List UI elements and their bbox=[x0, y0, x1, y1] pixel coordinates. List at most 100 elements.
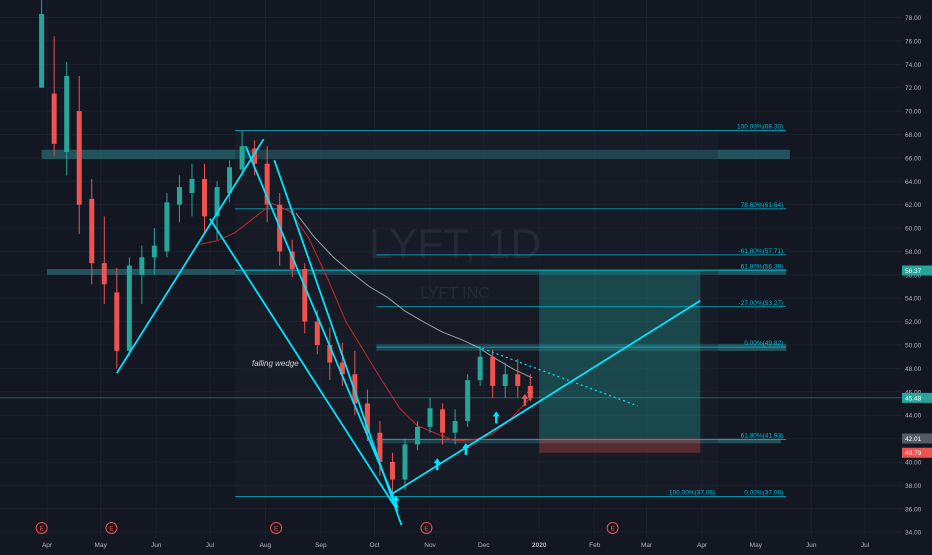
earnings-icon bbox=[105, 522, 118, 534]
candle-body bbox=[415, 426, 421, 445]
fib-label: 61.80%(41.93) bbox=[741, 432, 784, 439]
time-tick-label: May bbox=[95, 542, 108, 549]
price-tick-label: 70.00 bbox=[905, 109, 922, 116]
candle-body bbox=[502, 374, 508, 386]
earnings-icon bbox=[35, 522, 48, 534]
up-arrow-icon bbox=[433, 458, 441, 471]
falling-wedge-label: falling wedge bbox=[252, 359, 299, 368]
time-tick-label: Nov bbox=[424, 542, 436, 549]
earnings-label: E bbox=[424, 526, 429, 533]
price-tick-label: 62.00 bbox=[905, 202, 922, 209]
price-badge[interactable] bbox=[902, 265, 932, 276]
candle-body bbox=[76, 111, 82, 205]
earnings-label: E bbox=[610, 526, 615, 533]
candle-body bbox=[465, 380, 471, 422]
price-tick-label: 64.00 bbox=[905, 179, 922, 186]
candle-body bbox=[114, 292, 120, 351]
time-tick-label: Oct bbox=[369, 542, 379, 549]
time-tick-label: Sep bbox=[315, 542, 327, 549]
time-axis[interactable]: Apr May Jun Jul Aug Sep Oct Nov Dec 2020 Feb Mar Apr… bbox=[0, 538, 932, 550]
price-badge-label: 42.01 bbox=[905, 436, 922, 443]
price-tick-label: 60.00 bbox=[905, 226, 922, 233]
target-zone[interactable] bbox=[539, 270, 701, 439]
candle-body bbox=[490, 356, 496, 386]
fib-levels[interactable]: 100.00%(68.33) 78.60%(61.64) -61.80%(57.71… bbox=[234, 124, 787, 497]
candle-body bbox=[264, 163, 270, 205]
time-tick-label: May bbox=[750, 542, 763, 549]
price-tick-label: 72.00 bbox=[905, 85, 922, 92]
candle-body bbox=[214, 187, 220, 217]
price-badge[interactable] bbox=[902, 392, 932, 403]
long-position-tool[interactable] bbox=[539, 270, 701, 453]
price-tick-label: 50.00 bbox=[905, 343, 922, 350]
descending-resistance[interactable] bbox=[472, 344, 638, 407]
fib-label: 61.80%(56.39) bbox=[741, 263, 784, 270]
price-tick-label: 34.00 bbox=[905, 530, 922, 537]
price-tick-label: 54.00 bbox=[905, 296, 922, 303]
earnings-label: E bbox=[39, 526, 44, 533]
up-arrow-icon bbox=[392, 495, 400, 508]
up-arrow-icon bbox=[526, 387, 534, 400]
time-tick-label: Apr bbox=[42, 542, 53, 549]
resistance-zone bbox=[41, 149, 790, 160]
time-tick-label: Jun bbox=[806, 542, 817, 549]
fib-label: 0.00%(37.06) bbox=[744, 489, 783, 496]
candle-body bbox=[139, 257, 145, 275]
stop-zone[interactable] bbox=[539, 438, 701, 453]
candle-body bbox=[389, 461, 395, 480]
fib-label: 100.00%(37.06) bbox=[669, 489, 715, 496]
earnings-icon bbox=[270, 522, 283, 534]
time-axis-background bbox=[0, 538, 932, 550]
candle-body bbox=[101, 263, 107, 285]
wedge-bottom-line[interactable] bbox=[244, 145, 399, 508]
candle-body bbox=[402, 444, 408, 480]
price-tick-label: 52.00 bbox=[905, 319, 922, 326]
candle-body bbox=[302, 269, 308, 322]
candle-body bbox=[339, 362, 345, 375]
candle-body bbox=[452, 421, 458, 433]
candle-body bbox=[477, 356, 483, 381]
price-tick-label: 46.00 bbox=[905, 389, 922, 396]
time-tick-label: Aug bbox=[260, 542, 272, 549]
price-tick-label: 58.00 bbox=[905, 249, 922, 256]
candle-body bbox=[64, 76, 70, 153]
candle-body bbox=[51, 93, 57, 144]
fib-label: 0.00%(49.82) bbox=[744, 340, 783, 347]
candle-body bbox=[176, 187, 182, 205]
price-tick-label: 66.00 bbox=[905, 155, 922, 162]
time-tick-label: Jun bbox=[151, 542, 162, 549]
price-axis[interactable]: 34.0036.0038.0040.0042.0044.0046.0048.00… bbox=[0, 0, 932, 538]
price-tick-label: 48.00 bbox=[905, 366, 922, 373]
price-badge[interactable] bbox=[902, 447, 932, 458]
candles bbox=[39, 0, 533, 496]
earnings-icon bbox=[606, 522, 619, 534]
price-tick-label: 78.00 bbox=[905, 15, 922, 22]
time-tick-label: Feb bbox=[589, 542, 601, 549]
wedge-upper-left[interactable] bbox=[116, 138, 265, 374]
candle-body bbox=[377, 432, 383, 462]
drawn-lines[interactable] bbox=[116, 138, 701, 526]
up-arrow-icon bbox=[492, 411, 500, 424]
time-tick-label: 2020 bbox=[532, 542, 547, 549]
earnings-icon bbox=[420, 522, 433, 534]
price-badge[interactable] bbox=[902, 433, 932, 444]
up-arrow-icon bbox=[521, 393, 529, 406]
time-tick-label: Mar bbox=[641, 542, 653, 549]
fib-label: -61.80%(57.71) bbox=[738, 248, 783, 255]
price-tick-label: 68.00 bbox=[905, 132, 922, 139]
price-tick-label: 36.00 bbox=[905, 506, 922, 513]
candle-body bbox=[314, 321, 320, 346]
wedge-lower-left[interactable] bbox=[209, 218, 399, 512]
candle-body bbox=[364, 403, 370, 433]
candle-body bbox=[239, 146, 245, 170]
earnings-label: E bbox=[274, 526, 279, 533]
candle-body bbox=[252, 148, 258, 164]
price-tick-label: 74.00 bbox=[905, 62, 922, 69]
price-tick-label: 76.00 bbox=[905, 38, 922, 45]
candle-body bbox=[440, 409, 446, 433]
candle-body bbox=[126, 265, 132, 351]
time-tick-label: Dec bbox=[478, 542, 490, 549]
